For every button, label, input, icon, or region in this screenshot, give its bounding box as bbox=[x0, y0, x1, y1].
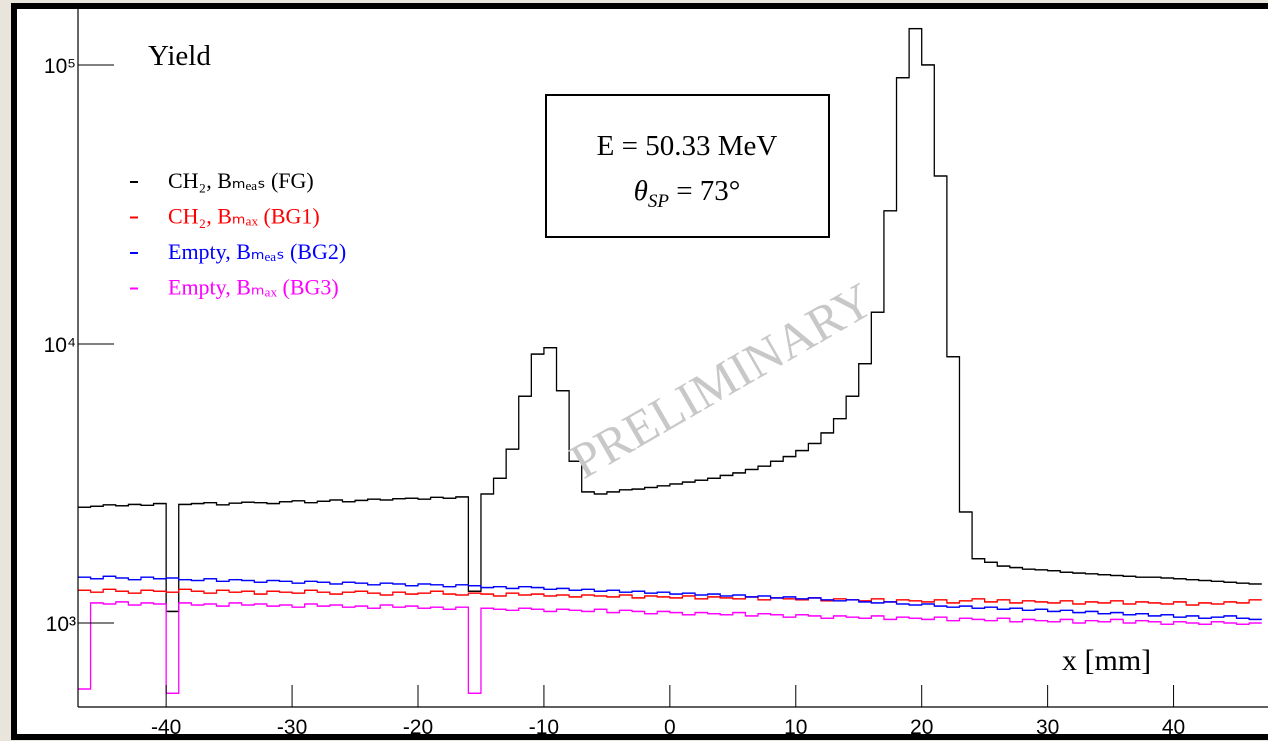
annotation-text: = 73° bbox=[669, 175, 740, 207]
legend-label: CH₂, Bₘₑₐₛ (FG) bbox=[168, 168, 314, 193]
x-axis-title: x [mm] bbox=[1062, 644, 1151, 677]
x-tick-label: -20 bbox=[403, 716, 433, 739]
y-tick-label: 10⁵ bbox=[44, 55, 76, 78]
annotation-box bbox=[545, 94, 830, 238]
annotation: E = 50.33 MeV bbox=[597, 130, 778, 162]
x-tick-label: 10 bbox=[784, 716, 807, 739]
x-tick-label: -40 bbox=[151, 716, 181, 739]
annotation-symbol: θ bbox=[634, 175, 648, 207]
legend-label: CH₂, Bₘₐₓ (BG1) bbox=[168, 204, 320, 229]
x-tick-label: -30 bbox=[277, 716, 307, 739]
x-tick-label: 0 bbox=[664, 716, 676, 739]
annotation: θSP = 73° bbox=[634, 175, 741, 212]
y-axis-title: Yield bbox=[148, 40, 211, 72]
y-tick-label: 10⁴ bbox=[44, 334, 76, 357]
legend-label: Empty, Bₘₑₐₛ (BG2) bbox=[168, 239, 346, 264]
legend-label: Empty, Bₘₐₓ (BG3) bbox=[168, 275, 339, 300]
legend: CH₂, Bₘₑₐₛ (FG) CH₂, Bₘₐₓ (BG1) Empty, Bₘₑ… bbox=[130, 168, 346, 300]
y-tick-label: 10³ bbox=[46, 613, 76, 636]
x-tick-label: 20 bbox=[910, 716, 933, 739]
x-tick-label: 30 bbox=[1036, 716, 1059, 739]
plot-area bbox=[78, 27, 1262, 694]
x-tick-label: 40 bbox=[1162, 716, 1185, 739]
x-tick-label: -10 bbox=[529, 716, 559, 739]
annotation-subscript: SP bbox=[648, 191, 670, 212]
